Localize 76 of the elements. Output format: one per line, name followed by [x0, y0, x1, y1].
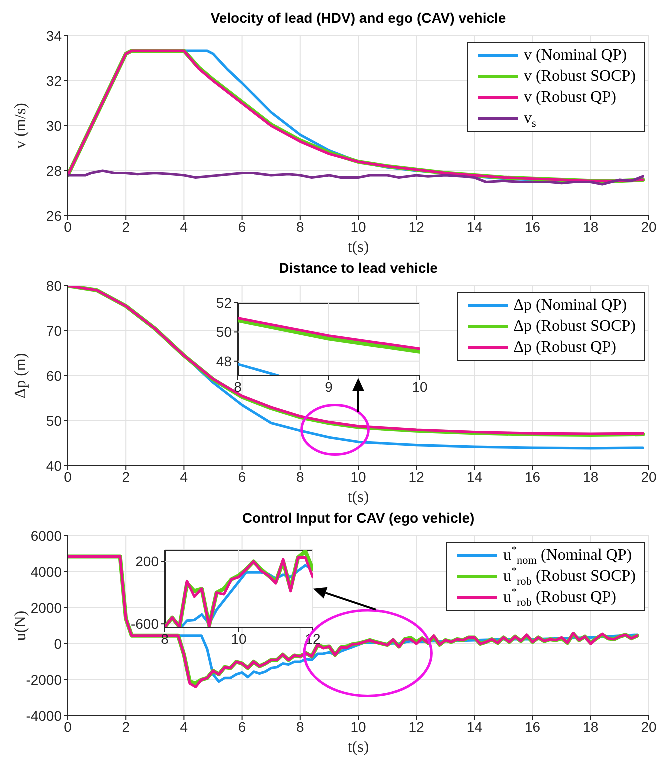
y-tick-label: 4000	[30, 564, 62, 580]
x-tick-label: 8	[296, 468, 304, 485]
x-tick-label: 16	[525, 468, 541, 485]
x-tick-label: 8	[296, 218, 304, 235]
y-tick-label: 52	[216, 294, 232, 311]
x-tick-label: 14	[466, 718, 483, 735]
y-tick-label: 48	[216, 353, 232, 370]
x-tick-label: 10	[350, 218, 366, 235]
x-tick-label: 20	[641, 468, 657, 485]
x-tick-label: 8	[234, 378, 242, 395]
x-tick-label: 20	[641, 218, 657, 235]
x-tick-label: 12	[408, 718, 425, 735]
x-tick-label: 2	[122, 468, 130, 485]
legend-label: v (Robust QP)	[524, 88, 616, 108]
x-tick-label: 12	[408, 218, 425, 235]
x-tick-label: 2	[122, 218, 130, 235]
x-tick-label: 8	[296, 718, 304, 735]
x-tick-label: 14	[466, 218, 483, 235]
x-tick-label: 10	[350, 468, 366, 485]
x-tick-label: 6	[238, 468, 246, 485]
y-tick-label: 200	[136, 554, 160, 570]
x-tick-label: 4	[180, 218, 188, 235]
y-tick-label: 28	[46, 162, 62, 179]
x-tick-label: 18	[583, 718, 599, 735]
legend-label: u$^{*}$$_{rob}$ (Robust SOCP)	[503, 566, 636, 588]
x-tick-label: 4	[180, 468, 188, 485]
y-tick-label: -2000	[26, 672, 62, 688]
y-axis-title: u(N)	[12, 610, 30, 642]
x-tick-label: 6	[238, 218, 246, 235]
x-tick-label: 10	[231, 630, 247, 647]
x-tick-label: 4	[180, 718, 188, 735]
y-tick-label: 2000	[30, 600, 62, 616]
legend-label: v$_{s}$	[524, 109, 536, 130]
y-tick-label: 40	[46, 458, 62, 474]
x-tick-label: 9	[325, 378, 334, 395]
x-axis-title: t(s)	[348, 489, 370, 506]
legend-label: Δp (Robust SOCP)	[514, 317, 636, 337]
legend-label: v (Robust SOCP)	[524, 67, 636, 87]
y-axis-title: Δp (m)	[12, 353, 30, 399]
y-tick-label: 32	[46, 72, 62, 89]
x-tick-label: 10	[350, 718, 366, 735]
x-tick-label: 14	[466, 468, 483, 485]
x-axis-title: t(s)	[348, 239, 370, 256]
x-tick-label: 16	[525, 718, 541, 735]
y-tick-label: 80	[46, 278, 62, 294]
x-tick-label: 0	[64, 718, 72, 735]
y-tick-label: -4000	[26, 708, 62, 724]
x-tick-label: 0	[64, 218, 72, 235]
x-tick-label: 20	[641, 718, 657, 735]
chart-title: Distance to lead vehicle	[279, 260, 438, 276]
x-tick-label: 0	[64, 468, 72, 485]
y-tick-label: 34	[46, 28, 62, 44]
x-tick-label: 2	[122, 718, 130, 735]
x-tick-label: 18	[583, 218, 599, 235]
y-tick-label: 50	[216, 324, 232, 340]
legend-label: v (Nominal QP)	[524, 46, 628, 66]
legend-label: Δp (Robust QP)	[514, 338, 616, 358]
chart-title: Velocity of lead (HDV) and ego (CAV) vehicle	[210, 10, 506, 26]
y-tick-label: 60	[46, 368, 62, 384]
y-tick-label: 26	[46, 208, 62, 224]
y-tick-label: 6000	[30, 528, 62, 544]
x-tick-label: 16	[525, 218, 541, 235]
chart-title: Control Input for CAV (ego vehicle)	[242, 510, 475, 526]
legend-label: u$^{*}$$_{nom}$ (Nominal QP)	[503, 544, 632, 568]
y-tick-label: 30	[46, 118, 62, 134]
legend-label: u$^{*}$$_{rob}$ (Robust QP)	[503, 586, 616, 610]
y-tick-label: 70	[46, 322, 62, 339]
x-tick-label: 12	[408, 468, 425, 485]
y-axis-title: v (m/s)	[12, 103, 30, 149]
x-axis-title: t(s)	[348, 739, 370, 756]
legend-label: Δp (Nominal QP)	[514, 296, 628, 316]
x-tick-label: 6	[238, 718, 246, 735]
y-tick-label: -600	[130, 616, 160, 632]
x-tick-label: 10	[412, 378, 428, 395]
y-tick-label: 50	[46, 412, 62, 429]
x-tick-label: 18	[583, 468, 599, 485]
